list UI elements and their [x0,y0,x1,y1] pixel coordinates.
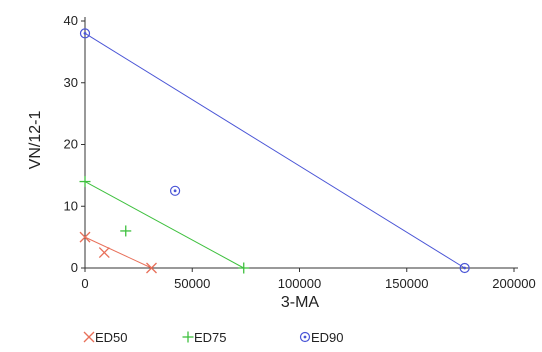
x-tick-label: 200000 [492,276,535,291]
legend-label-ed75: ED75 [194,330,227,345]
data-point-ed50 [79,231,91,243]
x-tick-label: 150000 [385,276,428,291]
y-tick-label: 40 [64,13,78,28]
y-tick-label: 10 [64,198,78,213]
y-axis-label: VN/12-1 [27,111,44,170]
legend-marker-ed75 [182,331,194,343]
legend-label-ed90: ED90 [311,330,344,345]
series-line-ed75 [84,181,244,269]
legend-item-ed90: ED90 [299,330,344,345]
y-tick-label: 20 [64,137,78,152]
x-tick-label: 50000 [174,276,210,291]
series-line-ed50 [84,236,152,269]
series-lines [84,32,465,269]
data-point-ed90 [459,262,470,274]
data-point-ed90 [169,185,181,196]
x-ticks: 0 50000 100000 150000 200000 [81,268,536,291]
legend: ED50 ED75 ED90 [83,330,344,345]
data-point-ed50 [98,247,110,259]
axes [81,17,518,272]
series-line-ed90 [84,32,465,269]
series-points [79,28,470,274]
y-ticks: 0 10 20 30 40 [64,13,85,275]
x-tick-label: 100000 [278,276,321,291]
data-point-ed50 [146,262,157,274]
legend-label-ed50: ED50 [95,330,128,345]
legend-item-ed75: ED75 [182,330,227,345]
y-tick-label: 0 [71,260,78,275]
x-axis-label: 3-MA [281,294,320,311]
data-point-ed75 [120,225,132,237]
legend-item-ed50: ED50 [83,330,128,345]
data-point-ed75 [79,176,91,188]
data-point-ed75 [238,262,250,274]
y-tick-label: 30 [64,75,78,90]
legend-marker-ed90 [299,331,311,343]
data-point-ed90 [79,28,91,39]
x-tick-label: 0 [81,276,88,291]
legend-marker-ed50 [83,331,95,343]
